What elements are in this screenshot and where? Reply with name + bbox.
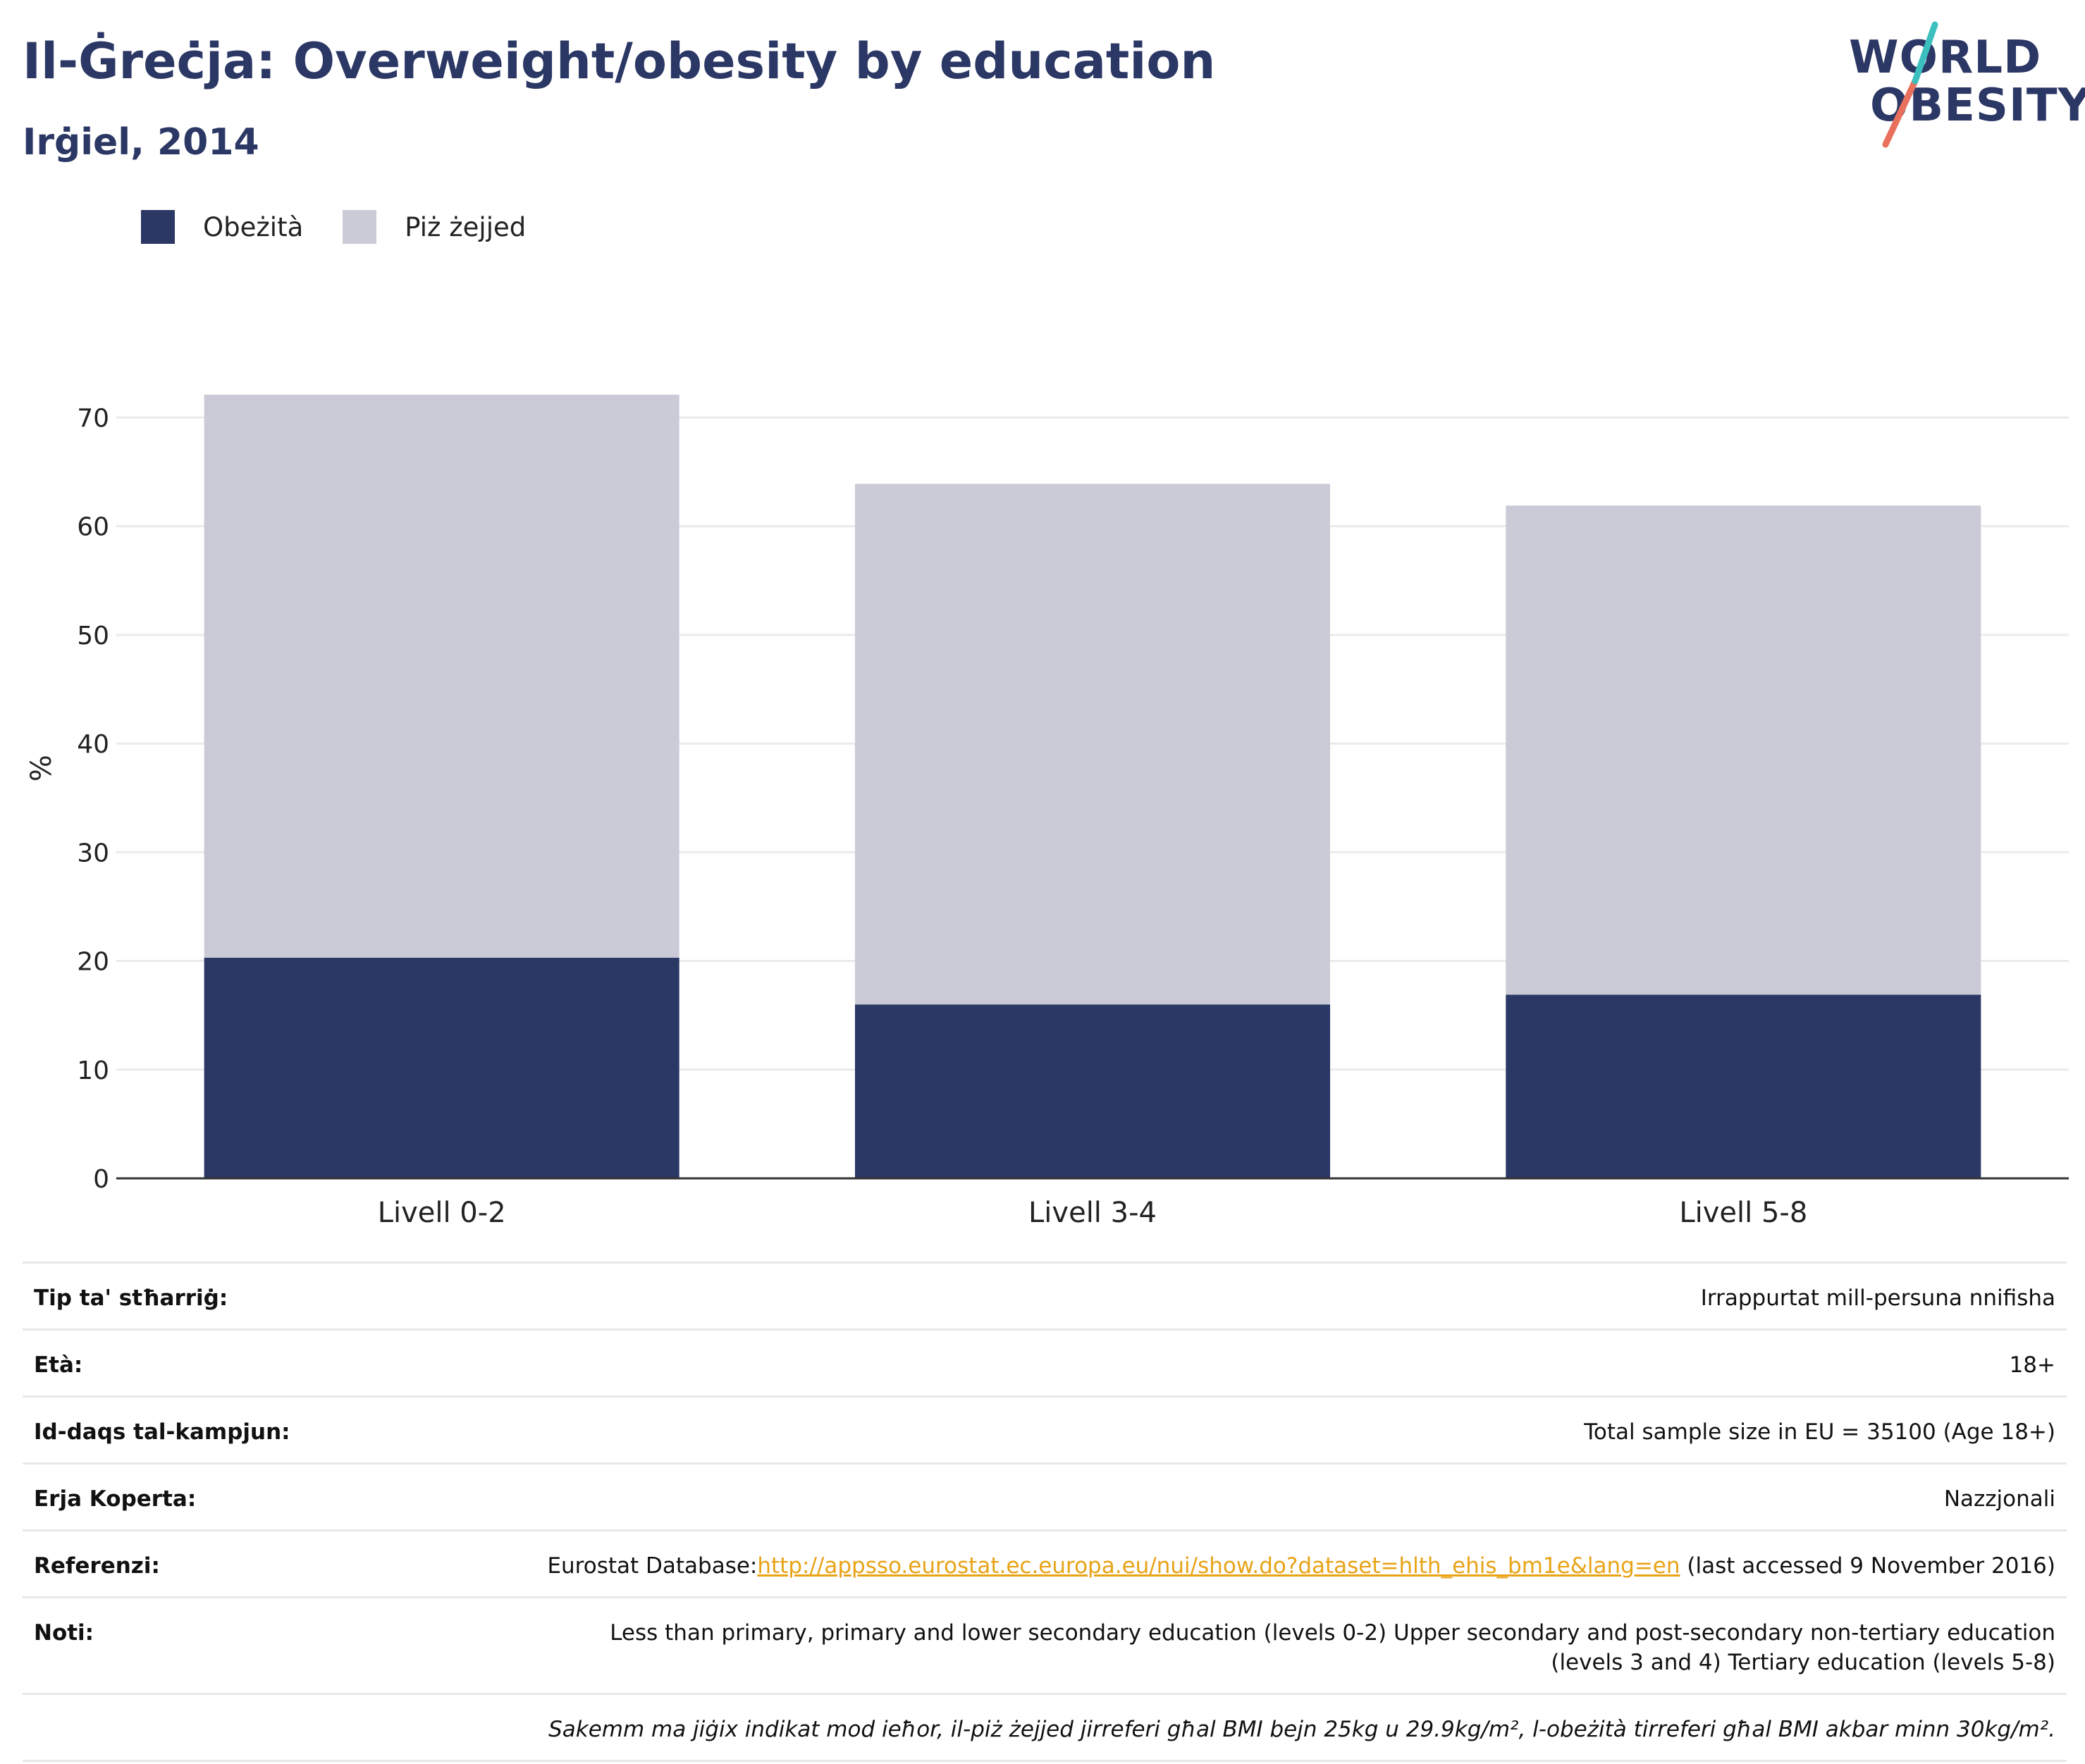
y-tick-label: 10 (77, 1056, 109, 1085)
info-value: Less than primary, primary and lower sec… (610, 1620, 2055, 1675)
info-row-sample-size: Id-daqs tal-kampjun: Total sample size i… (23, 1395, 2067, 1462)
stacked-bar-chart: 0 10 20 30 40 50 60 70% Livell 0-2 Livell 3-4 Live… (25, 395, 2069, 1229)
info-row-footnote: Sakemm ma jiġix indikat mod ieħor, il-pi… (23, 1693, 2067, 1762)
y-tick-label: 40 (77, 730, 109, 759)
info-row-survey-type: Tip ta' stħarriġ: Irrappurtat mill-persu… (23, 1262, 2067, 1328)
info-row-age: Età: 18+ (23, 1328, 2067, 1395)
info-value: Total sample size in EU = 35100 (Age 18+… (1584, 1419, 2055, 1445)
info-value: Eurostat Database:http://appsso.eurostat… (547, 1551, 2055, 1581)
x-tick-label: Livell 3-4 (1028, 1197, 1157, 1229)
y-tick-label: 30 (77, 839, 109, 868)
info-label: Noti: (34, 1620, 94, 1646)
reference-prefix: Eurostat Database: (547, 1553, 758, 1579)
info-table: Tip ta' stħarriġ: Irrappurtat mill-persu… (23, 1262, 2067, 1762)
info-label: Id-daqs tal-kampjun: (34, 1419, 290, 1445)
info-row-references: Referenzi: Eurostat Database:http://apps… (23, 1529, 2067, 1596)
bar-overweight (204, 395, 679, 958)
bar-obesity (204, 957, 679, 1178)
y-tick-label: 70 (77, 404, 109, 433)
logo-slash-icon (1882, 21, 1938, 148)
y-tick-label: 50 (77, 622, 109, 650)
info-value: Irrappurtat mill-persuna nnifisha (1700, 1285, 2055, 1311)
info-label: Età: (34, 1352, 83, 1378)
y-tick-label: 60 (77, 513, 109, 542)
legend-swatch-overweight (343, 210, 377, 244)
chart-title: Il-Ġreċja: Overweight/obesity by educati… (23, 32, 1216, 90)
bar-obesity (1506, 994, 1981, 1178)
info-label: Referenzi: (34, 1553, 160, 1579)
y-tick-label: 0 (93, 1165, 109, 1194)
bar-overweight (854, 483, 1331, 1005)
legend-item-obesity: Obeżità (141, 210, 303, 244)
info-label: Tip ta' stħarriġ: (34, 1285, 228, 1311)
chart-subtitle: Irġiel, 2014 (23, 121, 259, 164)
info-row-area-covered: Erja Koperta: Nazzjonali (23, 1462, 2067, 1529)
info-row-notes: Noti: Less than primary, primary and low… (23, 1596, 2067, 1693)
info-label: Erja Koperta: (34, 1486, 197, 1512)
legend-swatch-obesity (141, 210, 175, 244)
x-tick-label: Livell 5-8 (1679, 1197, 1807, 1229)
legend-label-obesity: Obeżità (203, 211, 304, 242)
reference-suffix: (last accessed 9 November 2016) (1680, 1553, 2055, 1579)
y-tick-label: 20 (77, 948, 109, 977)
reference-link[interactable]: http://appsso.eurostat.ec.europa.eu/nui/… (757, 1553, 1680, 1579)
legend-label-overweight: Piż żejjed (405, 211, 527, 242)
bar-obesity (854, 1004, 1331, 1178)
info-value: Nazzjonali (1943, 1486, 2055, 1512)
footnote: Sakemm ma jiġix indikat mod ieħor, il-pi… (548, 1717, 2055, 1742)
bar-overweight (1506, 505, 1981, 995)
x-tick-label: Livell 0-2 (378, 1197, 506, 1229)
legend-item-overweight: Piż żejjed (343, 210, 526, 244)
info-value: 18+ (2009, 1352, 2055, 1378)
logo-text-world: WORLD (1849, 32, 2042, 84)
world-obesity-logo: WORLD OBESITY (1843, 18, 2085, 152)
y-axis-label: % (25, 755, 58, 782)
chart-legend: Obeżità Piż żejjed (141, 210, 565, 244)
